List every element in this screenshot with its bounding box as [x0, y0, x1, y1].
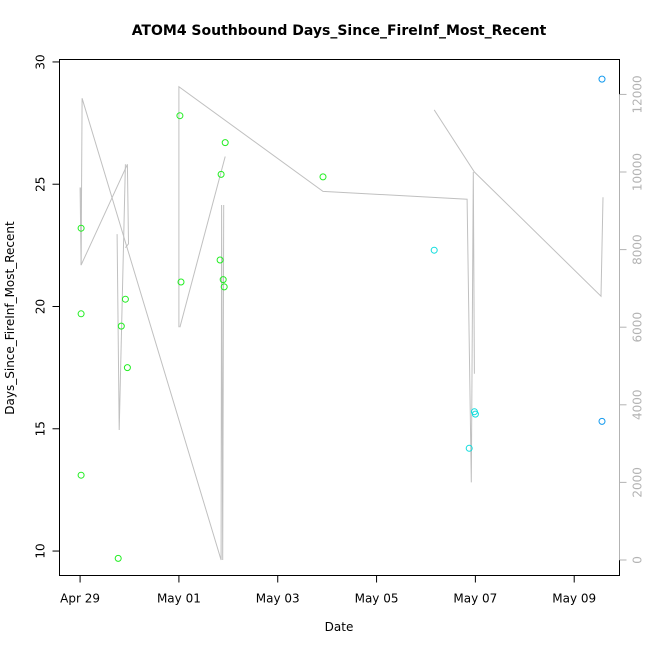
data-point-0-12 [220, 283, 228, 291]
data-point-1-0 [430, 246, 438, 254]
x-tick-label: May 07 [453, 592, 497, 606]
line-segment-1 [80, 164, 130, 266]
y2-tick-label: 4000 [631, 390, 645, 421]
y2-tick-label: 2000 [631, 467, 645, 498]
data-point-0-2 [77, 471, 85, 479]
y-tick-label: 15 [34, 421, 48, 436]
line-series-group [79, 85, 604, 561]
y-tick-label: 10 [34, 543, 48, 558]
y-axis-label: Days_Since_FireInf_Most_Recent [3, 221, 17, 415]
line-segment-5 [433, 109, 604, 298]
y2-tick-label: 12000 [631, 75, 645, 113]
data-point-0-7 [176, 112, 184, 120]
line-segment-2 [116, 164, 126, 431]
line-segment-4 [179, 156, 226, 328]
chart-title: ATOM4 Southbound Days_Since_FireInf_Most… [132, 23, 547, 39]
data-point-0-8 [177, 278, 185, 286]
data-point-0-14 [319, 173, 327, 181]
y-axis: 10 15 20 25 30 [34, 54, 60, 559]
data-point-0-9 [216, 256, 224, 264]
x-tick-label: Apr 29 [60, 592, 100, 606]
line-segment-3 [178, 85, 475, 483]
points-group [77, 75, 606, 562]
data-point-0-1 [77, 310, 85, 318]
y2-tick-label: 6000 [631, 312, 645, 343]
data-point-0-11 [219, 276, 227, 284]
data-point-0-13 [221, 139, 229, 147]
y2-axis: 0 2000 4000 6000 8000 10000 12000 [619, 75, 645, 564]
data-point-2-0 [598, 75, 606, 83]
data-point-0-4 [117, 322, 125, 330]
data-point-0-6 [123, 364, 131, 372]
x-tick-label: May 01 [157, 592, 201, 606]
x-tick-label: May 03 [256, 592, 300, 606]
data-point-0-10 [217, 170, 225, 178]
y2-tick-label: 10000 [631, 153, 645, 191]
y-tick-label: 25 [34, 177, 48, 192]
data-point-1-3 [471, 410, 479, 418]
x-axis-label: Date [325, 620, 354, 634]
data-point-0-3 [114, 554, 122, 562]
y-tick-label: 20 [34, 299, 48, 314]
plot-frame [59, 59, 620, 576]
data-point-0-0 [77, 224, 85, 232]
y2-tick-label: 0 [631, 556, 645, 564]
line-segment-0 [79, 98, 225, 561]
y2-tick-label: 8000 [631, 234, 645, 265]
x-tick-label: May 05 [355, 592, 399, 606]
data-point-2-1 [598, 417, 606, 425]
data-point-0-5 [121, 295, 129, 303]
x-axis: Apr 29 May 01 May 03 May 05 May 07 May 09 [60, 575, 596, 606]
y-tick-label: 30 [34, 54, 48, 69]
x-tick-label: May 09 [552, 592, 596, 606]
data-point-1-1 [465, 444, 473, 452]
